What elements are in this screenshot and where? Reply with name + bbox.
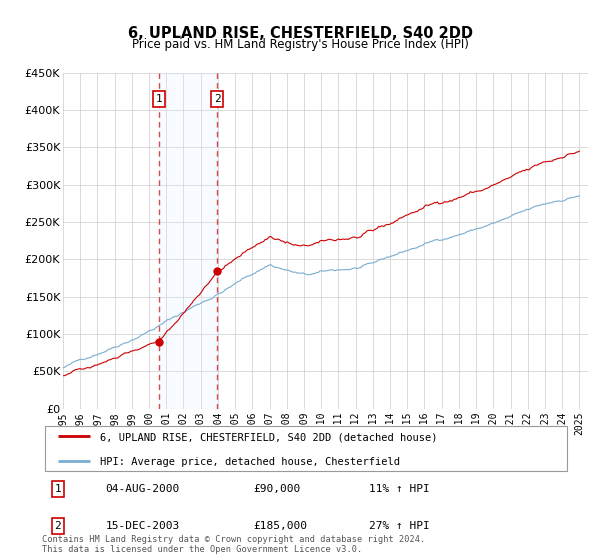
Text: 2: 2	[214, 94, 221, 104]
Text: 2: 2	[55, 521, 61, 531]
Text: Price paid vs. HM Land Registry's House Price Index (HPI): Price paid vs. HM Land Registry's House …	[131, 38, 469, 52]
Text: Contains HM Land Registry data © Crown copyright and database right 2024.
This d: Contains HM Land Registry data © Crown c…	[42, 535, 425, 554]
Text: 11% ↑ HPI: 11% ↑ HPI	[370, 484, 430, 494]
Text: 6, UPLAND RISE, CHESTERFIELD, S40 2DD: 6, UPLAND RISE, CHESTERFIELD, S40 2DD	[128, 26, 473, 41]
Text: £185,000: £185,000	[253, 521, 307, 531]
Text: 27% ↑ HPI: 27% ↑ HPI	[370, 521, 430, 531]
Bar	[159, 73, 217, 409]
Text: £90,000: £90,000	[253, 484, 301, 494]
Text: 1: 1	[155, 94, 163, 104]
Text: 15-DEC-2003: 15-DEC-2003	[106, 521, 179, 531]
Text: HPI: Average price, detached house, Chesterfield: HPI: Average price, detached house, Ches…	[100, 458, 400, 468]
Text: 1: 1	[55, 484, 61, 494]
Text: 04-AUG-2000: 04-AUG-2000	[106, 484, 179, 494]
Text: 6, UPLAND RISE, CHESTERFIELD, S40 2DD (detached house): 6, UPLAND RISE, CHESTERFIELD, S40 2DD (d…	[100, 433, 437, 443]
FancyBboxPatch shape	[44, 426, 568, 471]
